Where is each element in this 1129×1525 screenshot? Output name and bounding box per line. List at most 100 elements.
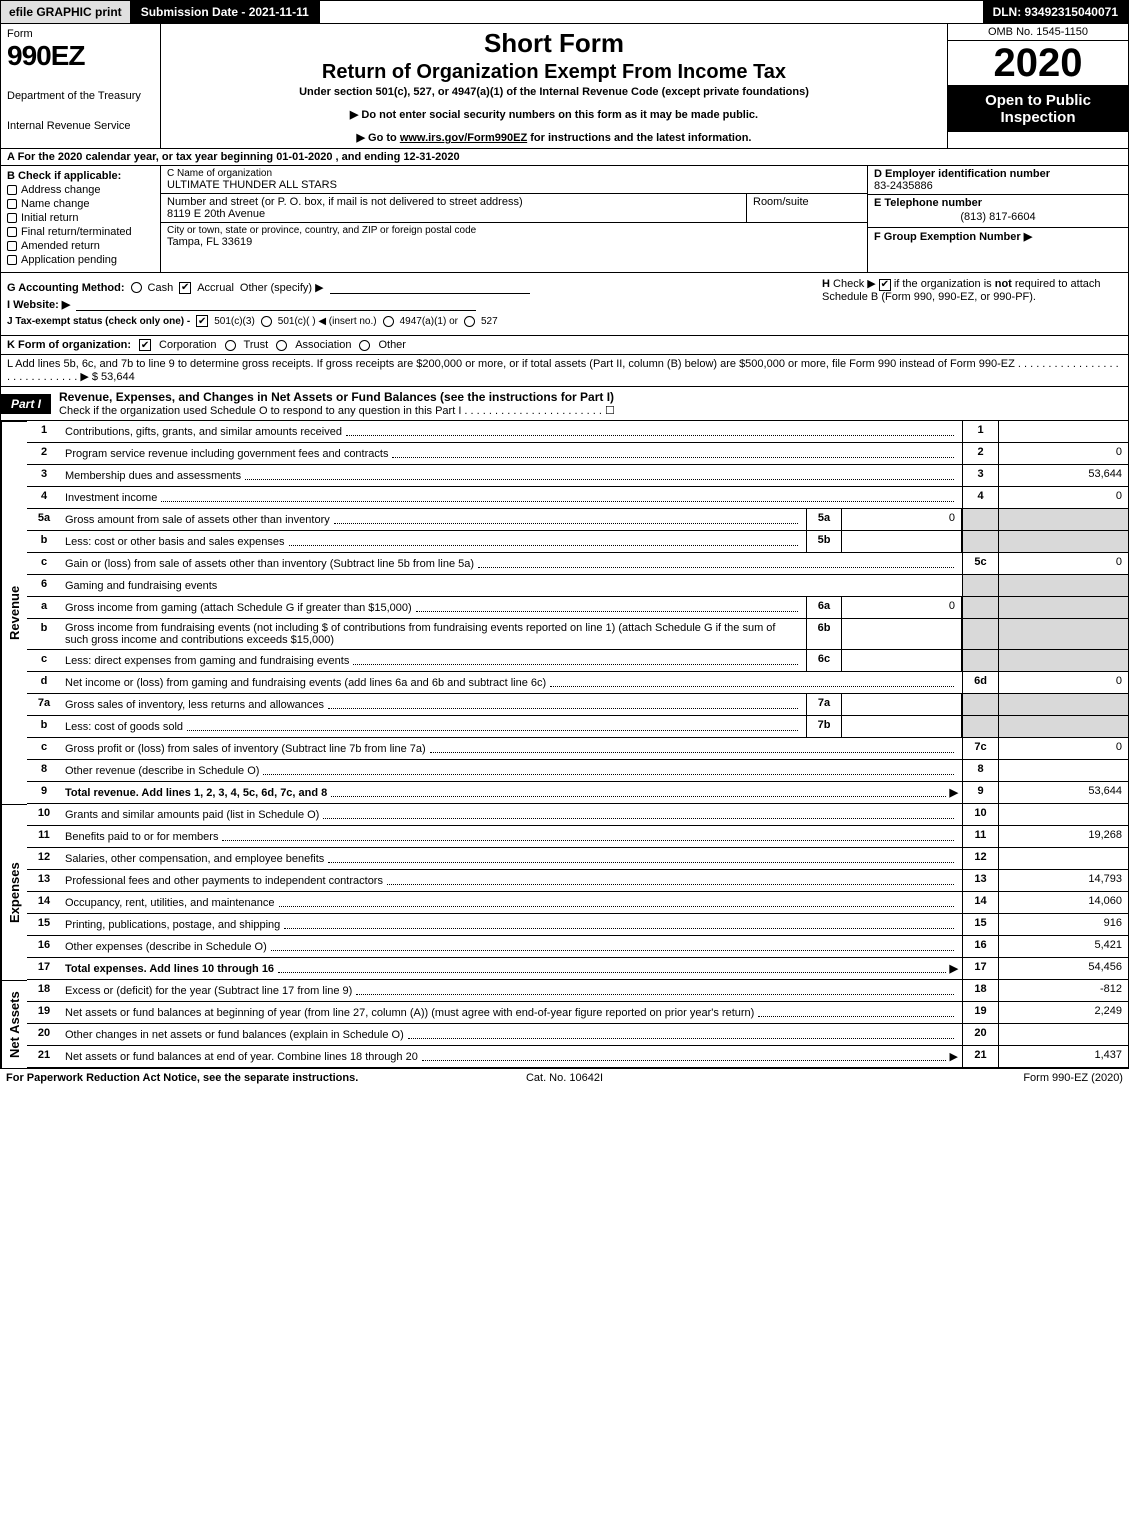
line-6: 6Gaming and fundraising events	[27, 575, 1129, 597]
expenses-vlabel: Expenses	[1, 804, 27, 980]
line-desc: Occupancy, rent, utilities, and maintena…	[61, 892, 962, 913]
netassets-lines: 18Excess or (deficit) for the year (Subt…	[27, 980, 1129, 1068]
irs-link[interactable]: www.irs.gov/Form990EZ	[400, 132, 527, 144]
line-desc: Printing, publications, postage, and shi…	[61, 914, 962, 935]
chk-initial-return[interactable]: Initial return	[7, 212, 154, 224]
website-blank[interactable]	[76, 299, 476, 311]
right-line-number: 3	[962, 465, 998, 486]
checkbox-icon	[7, 255, 17, 265]
line-7a: 7aGross sales of inventory, less returns…	[27, 694, 1129, 716]
col-b-title: B Check if applicable:	[7, 170, 154, 182]
line-desc: Gross income from gaming (attach Schedul…	[61, 597, 806, 618]
chk-address-change[interactable]: Address change	[7, 184, 154, 196]
line-number: 18	[27, 980, 61, 1001]
mid-line-number: 7b	[806, 716, 842, 737]
right-line-number: 5c	[962, 553, 998, 574]
line-number: 6	[27, 575, 61, 596]
right-line-number: 19	[962, 1002, 998, 1023]
right-line-value: 0	[998, 672, 1128, 693]
arrow-icon: ▶	[950, 962, 958, 975]
chk-label: Final return/terminated	[21, 226, 132, 238]
line-17: 17Total expenses. Add lines 10 through 1…	[27, 958, 1129, 980]
right-line-value: 0	[998, 443, 1128, 464]
room-label: Room/suite	[753, 196, 861, 208]
radio-accrual[interactable]	[179, 282, 191, 294]
chk-corporation[interactable]	[139, 339, 151, 351]
right-line-number: 6d	[962, 672, 998, 693]
mid-line-number: 6b	[806, 619, 842, 649]
chk-association[interactable]	[276, 340, 287, 351]
revenue-lines: 1Contributions, gifts, grants, and simil…	[27, 421, 1129, 804]
j-4947-label: 4947(a)(1) or	[400, 316, 458, 327]
h-checkbox[interactable]	[879, 279, 891, 291]
right-line-value: 5,421	[998, 936, 1128, 957]
chk-527[interactable]	[464, 316, 475, 327]
j-501c-label: 501(c)( ) ◀ (insert no.)	[278, 316, 377, 327]
efile-print-button[interactable]: efile GRAPHIC print	[1, 1, 131, 23]
right-filler-val	[998, 575, 1128, 596]
right-line-value: 0	[998, 487, 1128, 508]
open-inspection: Open to Public Inspection	[948, 86, 1128, 132]
right-line-number: 1	[962, 421, 998, 442]
right-filler-val	[998, 650, 1128, 671]
line-b: bLess: cost or other basis and sales exp…	[27, 531, 1129, 553]
chk-501c[interactable]	[261, 316, 272, 327]
line-desc: Less: direct expenses from gaming and fu…	[61, 650, 806, 671]
chk-other[interactable]	[359, 340, 370, 351]
right-line-number: 4	[962, 487, 998, 508]
submission-date-button[interactable]: Submission Date - 2021-11-11	[131, 1, 320, 23]
line-3: 3Membership dues and assessments353,644	[27, 465, 1129, 487]
line-number: 12	[27, 848, 61, 869]
line-desc: Other expenses (describe in Schedule O)	[61, 936, 962, 957]
line-desc: Gain or (loss) from sale of assets other…	[61, 553, 962, 574]
line-8: 8Other revenue (describe in Schedule O)8	[27, 760, 1129, 782]
phone-label: E Telephone number	[874, 197, 1122, 209]
part-i-title-text: Revenue, Expenses, and Changes in Net As…	[59, 390, 614, 404]
j-tax-exempt-row: J Tax-exempt status (check only one) - 5…	[7, 315, 1122, 327]
line-number: 5a	[27, 509, 61, 530]
g-other-blank[interactable]	[330, 282, 530, 294]
line-c: cGross profit or (loss) from sales of in…	[27, 738, 1129, 760]
org-name-label: C Name of organization	[167, 168, 861, 179]
line-desc: Net assets or fund balances at end of ye…	[61, 1046, 962, 1067]
line-number: 2	[27, 443, 61, 464]
line-number: 7a	[27, 694, 61, 715]
return-title: Return of Organization Exempt From Incom…	[169, 61, 939, 84]
chk-final-return[interactable]: Final return/terminated	[7, 226, 154, 238]
right-line-number: 17	[962, 958, 998, 979]
chk-amended-return[interactable]: Amended return	[7, 240, 154, 252]
line-desc: Net income or (loss) from gaming and fun…	[61, 672, 962, 693]
line-number: 21	[27, 1046, 61, 1067]
right-line-number: 13	[962, 870, 998, 891]
chk-4947[interactable]	[383, 316, 394, 327]
right-line-number: 18	[962, 980, 998, 1001]
radio-cash[interactable]	[131, 282, 142, 293]
right-line-value: 0	[998, 553, 1128, 574]
mid-line-number: 6c	[806, 650, 842, 671]
line-number: 14	[27, 892, 61, 913]
k-label: K Form of organization:	[7, 339, 131, 351]
org-name-value: ULTIMATE THUNDER ALL STARS	[167, 179, 861, 191]
right-line-number: 7c	[962, 738, 998, 759]
line-4: 4Investment income40	[27, 487, 1129, 509]
line-number: 11	[27, 826, 61, 847]
footer-formno: Form 990-EZ (2020)	[751, 1072, 1123, 1084]
line-number: 19	[27, 1002, 61, 1023]
line-desc: Contributions, gifts, grants, and simila…	[61, 421, 962, 442]
chk-application-pending[interactable]: Application pending	[7, 254, 154, 266]
chk-name-change[interactable]: Name change	[7, 198, 154, 210]
mid-line-value: 0	[842, 509, 962, 530]
column-c: C Name of organization ULTIMATE THUNDER …	[161, 166, 868, 272]
netassets-table: Net Assets 18Excess or (deficit) for the…	[0, 980, 1129, 1068]
phone-row: E Telephone number (813) 817-6604	[868, 195, 1128, 228]
line-c: cGain or (loss) from sale of assets othe…	[27, 553, 1129, 575]
line-11: 11Benefits paid to or for members1119,26…	[27, 826, 1129, 848]
chk-501c3[interactable]	[196, 315, 208, 327]
mid-line-number: 5a	[806, 509, 842, 530]
right-line-number: 20	[962, 1024, 998, 1045]
mid-line-value	[842, 694, 962, 715]
right-line-number: 21	[962, 1046, 998, 1067]
mid-line-value	[842, 619, 962, 649]
revenue-vlabel: Revenue	[1, 421, 27, 804]
chk-trust[interactable]	[225, 340, 236, 351]
